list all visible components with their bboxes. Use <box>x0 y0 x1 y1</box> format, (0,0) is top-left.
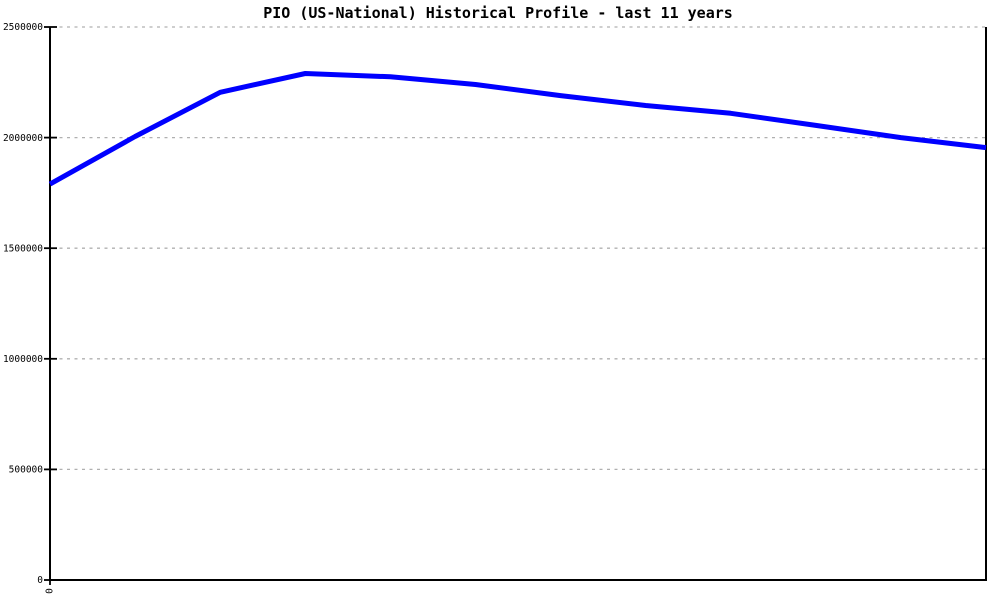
y-tick-label: 2500000 <box>3 22 43 33</box>
data-line <box>48 71 987 187</box>
chart-title: PIO (US-National) Historical Profile - l… <box>263 4 733 22</box>
y-tick-label: 500000 <box>9 465 44 476</box>
x-tick-label: 0 <box>45 588 56 594</box>
y-tick-label: 1000000 <box>3 354 43 365</box>
y-tick-label: 0 <box>37 575 43 586</box>
y-tick-label: 2000000 <box>3 133 43 144</box>
y-tick-label: 1500000 <box>3 243 43 254</box>
